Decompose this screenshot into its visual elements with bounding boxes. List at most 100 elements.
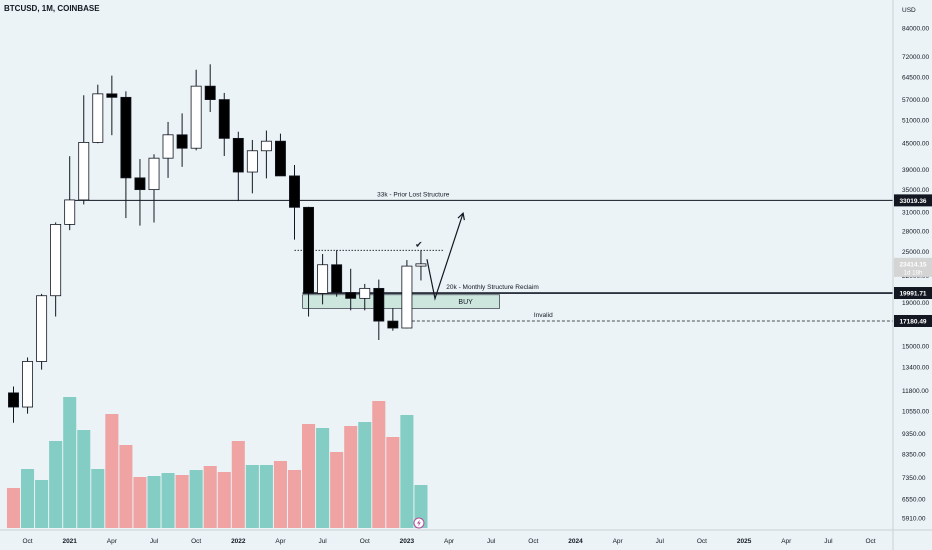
volume-bar [119, 445, 133, 528]
price-tick-label: 72000.00 [902, 54, 929, 61]
time-tick-label: Jul [824, 538, 833, 545]
candle-body [359, 287, 371, 299]
volume-bar [105, 414, 119, 528]
candle-body [78, 142, 90, 201]
volume-bar [400, 415, 414, 528]
candle-body [204, 85, 216, 100]
volume-bar [358, 422, 372, 528]
price-tag [894, 314, 932, 327]
price-tick-label: 57000.00 [902, 97, 929, 104]
candle-body [289, 175, 300, 208]
volume-bar [316, 428, 330, 528]
time-tick-label: Oct [865, 538, 875, 545]
candle-body [373, 287, 385, 322]
candle-body [232, 137, 244, 173]
price-tick-label: 7350.00 [902, 475, 926, 482]
countdown-label: 1d 18h [904, 269, 923, 276]
invalid-label: Invalid [534, 312, 553, 319]
candle-body [218, 99, 230, 139]
lightning-bolt-icon [416, 519, 421, 527]
volume-bar [175, 475, 189, 528]
candle-body [317, 264, 329, 294]
time-tick-label: Oct [360, 538, 370, 545]
time-tick-label: Apr [613, 538, 624, 545]
projection-path [426, 213, 464, 301]
candle-body [401, 265, 413, 329]
candle-body [8, 392, 19, 408]
candle-body [274, 140, 286, 177]
volume-bar [245, 465, 259, 528]
time-tick-label: 2022 [231, 538, 246, 545]
volume-bar [35, 480, 49, 528]
price-tick-label: 35000.00 [902, 187, 929, 194]
level-20k-label: 20k - Monthly Structure Reclaim [446, 284, 538, 291]
candle-body [64, 199, 76, 225]
price-tag [894, 194, 932, 207]
volume-bar [273, 461, 287, 528]
candle-body [120, 96, 132, 179]
time-tick-label: Apr [444, 538, 455, 545]
candle-body [92, 93, 104, 143]
candle-body [22, 361, 34, 408]
time-tick-label: Oct [528, 538, 538, 545]
volume-bar [161, 473, 175, 528]
buy-label: BUY [458, 299, 473, 306]
volume-bar [91, 469, 105, 528]
price-tick-label: 6550.00 [902, 497, 926, 504]
candles [8, 64, 427, 423]
time-tick-label: Jul [656, 538, 665, 545]
current-price-tag [894, 257, 932, 277]
price-tag-label: 33019.36 [899, 198, 926, 205]
time-tick-label: Apr [275, 538, 286, 545]
volume-bar [302, 424, 316, 528]
volume-bar [259, 465, 273, 528]
candle-body [387, 320, 399, 329]
price-tick-label: 45000.00 [902, 141, 929, 148]
time-axis: Oct 2021 Apr Jul Oct 2022 Apr Jul Oct 2023 Apr Jul O… [0, 529, 932, 545]
price-tick-label: 19000.00 [902, 300, 929, 307]
volume-bar [133, 477, 147, 528]
volume-bar [63, 397, 77, 528]
volume-bar [6, 488, 21, 528]
candle-body [134, 177, 146, 191]
time-tick-label: Jul [318, 538, 327, 545]
volume-bar [217, 472, 231, 528]
volume-bar [189, 470, 203, 528]
time-tick-label: Apr [781, 538, 792, 545]
volume-bars [6, 397, 428, 528]
candle-body [162, 134, 174, 159]
candle-body [415, 263, 427, 267]
candle-body [345, 292, 357, 299]
price-tick-label: 15000.00 [902, 344, 929, 351]
price-tick-label: 13400.00 [902, 364, 929, 371]
volume-bar [49, 441, 63, 528]
price-tag-label: 19991.71 [899, 291, 926, 298]
candle-body [303, 206, 315, 294]
volume-bar [147, 476, 161, 528]
candle-body [260, 140, 272, 152]
volume-bar [203, 466, 217, 528]
volume-bar [330, 452, 344, 528]
candle-body [246, 150, 258, 173]
time-tick-label: 2021 [62, 538, 77, 545]
time-tick-label: 2023 [400, 538, 415, 545]
price-tag-label: 17180.49 [899, 318, 926, 325]
price-tick-label: 64500.00 [902, 74, 929, 81]
price-axis-unit: USD [902, 7, 916, 14]
price-tick-label: 10550.00 [902, 409, 929, 416]
volume-bar [344, 426, 358, 528]
level-33k-label: 33k - Prior Lost Structure [377, 191, 450, 198]
price-tick-label: 5910.00 [902, 516, 926, 523]
volume-bar [372, 401, 386, 528]
volume-bar [21, 469, 35, 528]
volume-bar [386, 437, 400, 528]
time-tick-label: Jul [150, 538, 159, 545]
candle-body [50, 224, 62, 297]
price-tick-label: 51000.00 [902, 118, 929, 125]
candle-body [176, 134, 188, 149]
time-tick-label: Oct [22, 538, 32, 545]
volume-bar [414, 485, 428, 528]
time-tick-label: Apr [107, 538, 118, 545]
